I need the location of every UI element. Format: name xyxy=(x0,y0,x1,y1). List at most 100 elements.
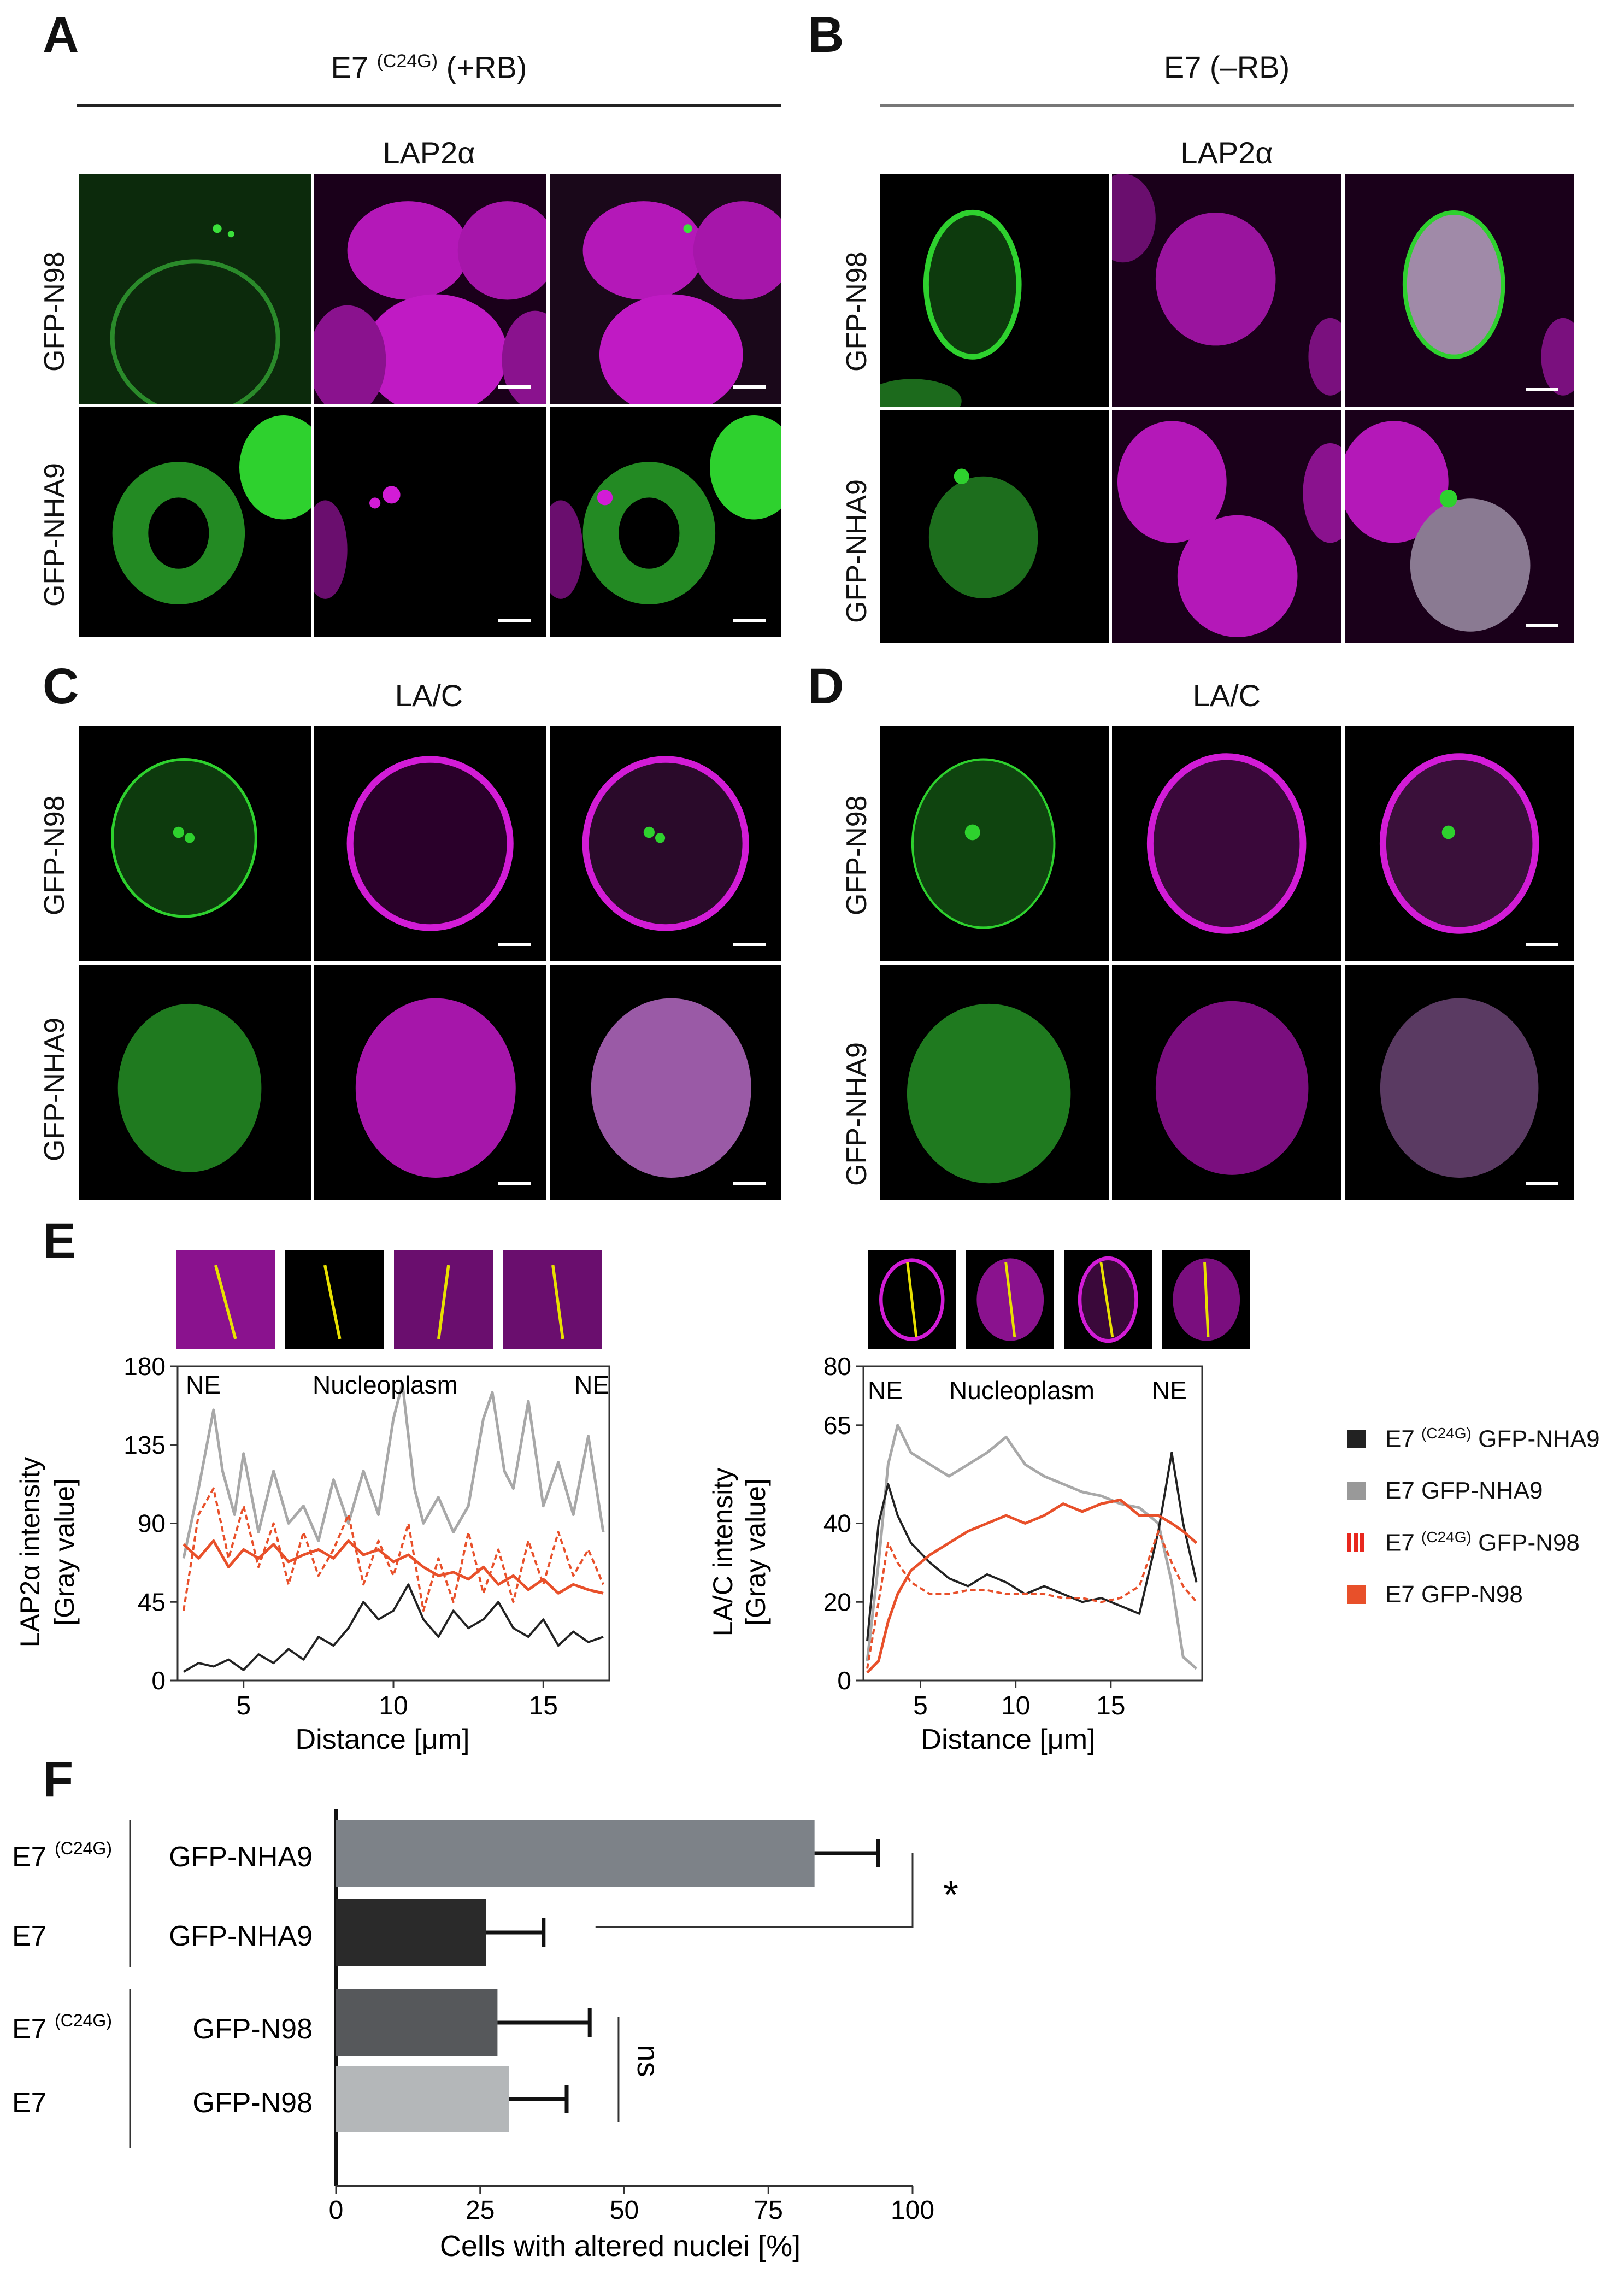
bar xyxy=(336,1989,498,2056)
legend-label: E7 GFP-NHA9 xyxy=(1385,1477,1543,1504)
legend-swatch xyxy=(1347,1585,1366,1604)
marker-header-c: LA/C xyxy=(395,678,463,713)
micrograph-a-n98-merge xyxy=(549,174,781,404)
annotation-ne-right: NE xyxy=(574,1371,609,1399)
micrograph-c-n98-magenta xyxy=(314,726,546,961)
image-grid-d xyxy=(880,726,1574,1200)
scale-bar xyxy=(498,943,531,946)
scale-bar xyxy=(1526,943,1558,946)
panel-label-d: D xyxy=(808,659,844,714)
x-tick-label: 15 xyxy=(1096,1691,1125,1720)
annotation-nucleoplasm: Nucleoplasm xyxy=(313,1371,458,1399)
legend-label: E7 GFP-N98 xyxy=(1385,1580,1523,1608)
panel-label-f: F xyxy=(43,1752,74,1807)
y-tick-label: 180 xyxy=(123,1355,166,1380)
micrograph-a-nha9-green xyxy=(79,407,311,637)
scale-bar xyxy=(733,1182,766,1185)
marker-header-d: LA/C xyxy=(1192,678,1261,713)
legend-swatch xyxy=(1347,1429,1366,1448)
marker-header-a: LAP2α xyxy=(383,136,475,170)
micrograph-b-nha9-merge xyxy=(1344,410,1574,643)
row-label-d-1: GFP-N98 xyxy=(841,795,873,915)
condition-header-a: E7 (C24G) (+RB) xyxy=(331,50,527,85)
panel-label-b: B xyxy=(808,7,844,63)
x-tick-label: 5 xyxy=(913,1691,928,1720)
y-tick-label: 135 xyxy=(123,1431,166,1459)
y-axis-label-line1: LAP2α intensity xyxy=(15,1457,45,1648)
significance-label: * xyxy=(943,1873,958,1917)
y-tick-label: 80 xyxy=(823,1355,851,1380)
micrograph-b-n98-merge xyxy=(1344,174,1574,407)
thumbnail xyxy=(285,1250,384,1349)
legend: E7 (C24G) GFP-NHA9 E7 GFP-NHA9 E7 (C24G)… xyxy=(1347,1413,1620,1620)
chart-plot-lac: 0 20 40 65 80 5 10 15 xyxy=(823,1355,1203,1720)
y-tick-label: 45 xyxy=(138,1588,166,1616)
scale-bar xyxy=(498,1182,531,1185)
construct-label-3: GFP-N98 xyxy=(192,2013,313,2045)
chart-plot-lap2a: 0 45 90 135 180 5 10 15 xyxy=(123,1355,610,1720)
y-tick-label: 0 xyxy=(837,1666,851,1695)
scale-bar xyxy=(498,619,531,622)
micrograph-d-n98-green xyxy=(880,726,1109,961)
y-tick-label: 65 xyxy=(823,1411,851,1439)
y-axis-label-line2: [Gray value] xyxy=(49,1478,80,1626)
significance-bracket xyxy=(595,1853,914,1928)
condition-rule-b xyxy=(880,104,1574,107)
construct-label-2: GFP-NHA9 xyxy=(169,1920,313,1952)
annotation-ne-right: NE xyxy=(1152,1376,1187,1405)
micrograph-d-nha9-green xyxy=(880,965,1109,1200)
image-grid-b xyxy=(880,174,1574,643)
group-label-1: E7 (C24G) xyxy=(12,1838,112,1873)
group-label-4: E7 xyxy=(12,2087,47,2119)
x-tick-label: 0 xyxy=(329,2196,344,2225)
micrograph-b-nha9-magenta xyxy=(1112,410,1341,643)
micrograph-b-n98-green xyxy=(880,174,1109,407)
series-line xyxy=(866,1498,1198,1674)
panel-label-a: A xyxy=(43,7,79,63)
x-tick-label: 75 xyxy=(754,2196,783,2225)
micrograph-d-n98-magenta xyxy=(1112,726,1341,961)
y-tick-label: 40 xyxy=(823,1509,851,1538)
series-line xyxy=(866,1452,1198,1642)
y-tick-label: 90 xyxy=(138,1509,166,1538)
row-label-d-2: GFP-NHA9 xyxy=(841,1042,873,1186)
x-tick-label: 5 xyxy=(236,1691,251,1720)
y-tick-label: 0 xyxy=(151,1666,166,1695)
series-line xyxy=(183,1583,604,1673)
legend-item: E7 GFP-N98 xyxy=(1347,1568,1620,1620)
legend-item: E7 (C24G) GFP-NHA9 xyxy=(1347,1413,1620,1465)
panel-label-c: C xyxy=(43,659,79,714)
micrograph-c-n98-green xyxy=(79,726,311,961)
panel-label-e: E xyxy=(43,1213,77,1269)
scale-bar xyxy=(733,385,766,389)
x-tick-label: 25 xyxy=(466,2196,495,2225)
x-tick-label: 15 xyxy=(529,1691,558,1720)
scale-bar xyxy=(498,385,531,389)
annotation-nucleoplasm: Nucleoplasm xyxy=(949,1376,1095,1405)
legend-label: E7 (C24G) GFP-N98 xyxy=(1385,1528,1580,1556)
row-label-c-1: GFP-N98 xyxy=(39,795,70,915)
bar xyxy=(336,1820,815,1887)
micrograph-b-n98-magenta xyxy=(1112,174,1341,407)
micrograph-d-n98-merge xyxy=(1344,726,1574,961)
y-axis-label-line1: LA/C intensity xyxy=(708,1468,738,1636)
row-label-c-2: GFP-NHA9 xyxy=(39,1018,70,1161)
line-chart-lac: 0 20 40 65 80 5 10 15 NE Nucleoplasm NE Distanc… xyxy=(708,1355,1203,1755)
micrograph-a-n98-magenta xyxy=(314,174,546,404)
thumbnails-lap2a xyxy=(176,1250,602,1349)
micrograph-c-nha9-magenta xyxy=(314,965,546,1200)
significance-label: ns xyxy=(631,2044,666,2077)
micrograph-c-nha9-green xyxy=(79,965,311,1200)
thumbnail xyxy=(176,1250,275,1349)
row-label-b-1: GFP-N98 xyxy=(841,251,873,372)
x-tick-label: 10 xyxy=(1001,1691,1030,1720)
x-tick-label: 10 xyxy=(379,1691,408,1720)
row-label-b-2: GFP-NHA9 xyxy=(841,479,873,623)
micrograph-a-nha9-merge xyxy=(549,407,781,637)
micrograph-a-nha9-magenta xyxy=(314,407,546,637)
bar xyxy=(336,1899,486,1966)
bar-chart-plot: 0 25 50 75 100 * ns xyxy=(329,1809,958,2225)
x-axis-label: Distance [μm] xyxy=(296,1724,470,1755)
thumbnail xyxy=(1162,1250,1250,1349)
micrograph-b-nha9-green xyxy=(880,410,1109,643)
